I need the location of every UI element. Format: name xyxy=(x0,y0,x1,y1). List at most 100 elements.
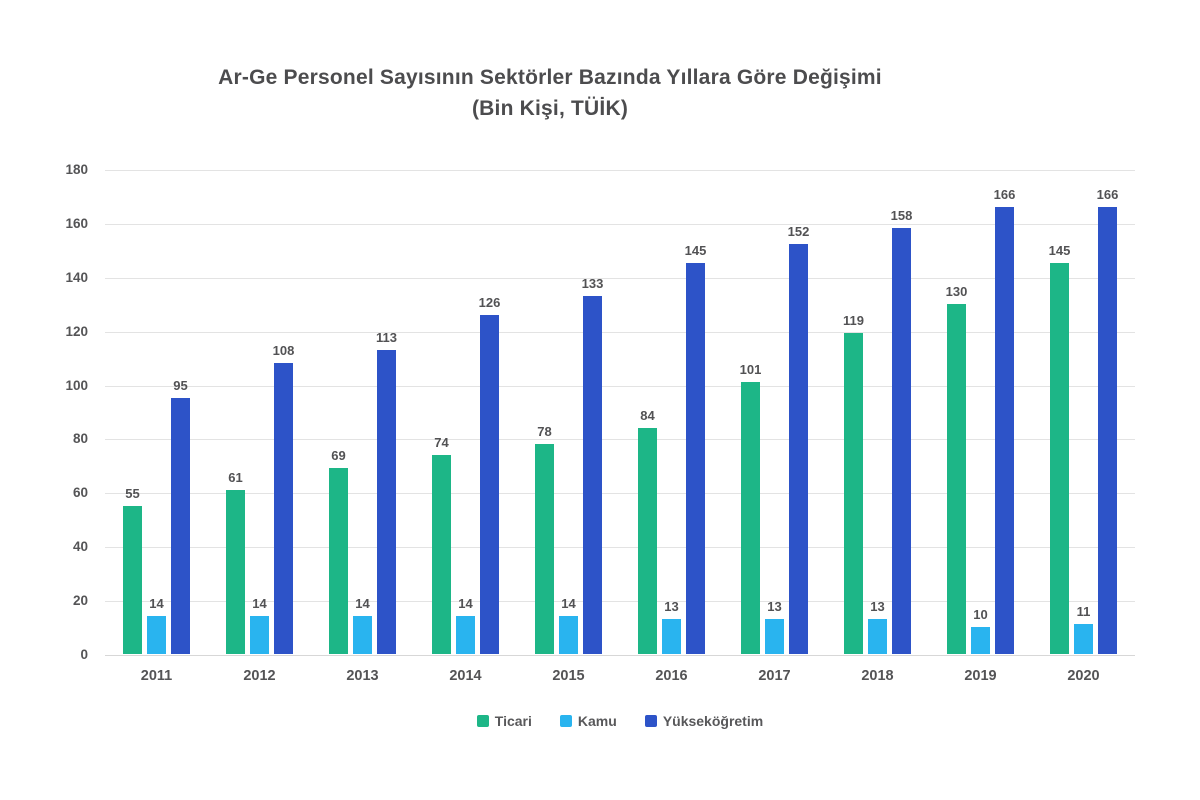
bar-kamu-2012 xyxy=(250,616,269,654)
x-tick-label-2011: 2011 xyxy=(140,668,173,684)
bar-value-ticari-2020: 145 xyxy=(1048,243,1071,259)
bar-ticari-2013 xyxy=(329,468,348,654)
bar-value-kamu-2019: 10 xyxy=(973,607,988,623)
bar-value-kamu-2018: 13 xyxy=(870,598,885,614)
y-tick-label-0: 0 xyxy=(80,647,88,662)
bar-value-kamu-2020: 11 xyxy=(1076,604,1091,620)
bar-value-kamu-2012: 14 xyxy=(252,596,267,612)
bar-value-kamu-2014: 14 xyxy=(458,596,473,612)
bar-kamu-2013 xyxy=(353,616,372,654)
bar-yükseköğretim-2018 xyxy=(892,228,911,654)
bar-kamu-2018 xyxy=(868,618,887,654)
y-tick-label-60: 60 xyxy=(72,485,88,501)
x-tick-label-2016: 2016 xyxy=(655,668,688,684)
x-tick-label-2018: 2018 xyxy=(861,668,894,684)
y-tick-label-20: 20 xyxy=(72,593,88,609)
bar-yükseköğretim-2015 xyxy=(583,295,602,654)
bar-value-yükseköğretim-2019: 166 xyxy=(993,186,1016,202)
chart-title-line1: Ar-Ge Personel Sayısının Sektörler Bazın… xyxy=(218,66,882,89)
legend-swatch-icon xyxy=(644,715,657,727)
gridline-0 xyxy=(105,655,1135,656)
bar-kamu-2016 xyxy=(662,618,681,654)
y-tick-label-160: 160 xyxy=(65,215,88,231)
bar-yükseköğretim-2017 xyxy=(789,244,808,654)
legend: Ticari Kamu Yükseköğretim xyxy=(105,713,1135,729)
bar-value-ticari-2012: 61 xyxy=(228,469,243,485)
x-tick-label-2020: 2020 xyxy=(1067,668,1100,684)
gridline-140 xyxy=(105,277,1135,279)
bar-ticari-2016 xyxy=(638,427,657,654)
bar-kamu-2020 xyxy=(1074,624,1093,654)
legend-swatch-icon xyxy=(559,715,572,727)
bar-value-kamu-2011: 14 xyxy=(149,596,164,612)
bar-value-yükseköğretim-2013: 113 xyxy=(376,329,397,345)
bar-value-kamu-2013: 14 xyxy=(355,596,370,612)
legend-item-kamu: Kamu xyxy=(559,713,617,729)
bar-ticari-2014 xyxy=(432,454,451,654)
bar-value-yükseköğretim-2014: 126 xyxy=(478,294,501,310)
bar-value-yükseköğretim-2020: 166 xyxy=(1096,186,1119,202)
legend-swatch-icon xyxy=(476,715,489,727)
bar-value-yükseköğretim-2015: 133 xyxy=(581,275,604,291)
gridline-160 xyxy=(105,223,1135,225)
bar-yükseköğretim-2011 xyxy=(171,398,190,654)
bar-value-ticari-2011: 55 xyxy=(125,485,140,501)
legend-item-ticari: Ticari xyxy=(476,713,532,729)
legend-label: Ticari xyxy=(494,713,532,729)
y-tick-label-140: 140 xyxy=(65,269,88,285)
bar-yükseköğretim-2020 xyxy=(1098,206,1117,654)
bar-value-kamu-2016: 13 xyxy=(664,598,679,614)
y-tick-label-100: 100 xyxy=(65,377,88,393)
gridline-100 xyxy=(105,385,1135,387)
bar-ticari-2017 xyxy=(741,381,760,654)
bar-kamu-2015 xyxy=(559,616,578,654)
bar-yükseköğretim-2019 xyxy=(995,206,1014,654)
bar-yükseköğretim-2014 xyxy=(480,314,499,654)
gridline-80 xyxy=(105,439,1135,441)
bar-ticari-2012 xyxy=(226,489,245,654)
bar-ticari-2018 xyxy=(844,333,863,654)
y-tick-label-180: 180 xyxy=(65,162,88,177)
gridline-20 xyxy=(105,601,1135,603)
x-tick-label-2014: 2014 xyxy=(449,668,482,684)
bar-value-ticari-2015: 78 xyxy=(537,423,552,439)
gridline-120 xyxy=(105,331,1135,333)
x-tick-label-2013: 2013 xyxy=(346,668,379,684)
x-tick-label-2012: 2012 xyxy=(243,668,276,684)
bar-value-yükseköğretim-2018: 158 xyxy=(890,208,913,224)
bar-yükseköğretim-2012 xyxy=(274,363,293,654)
bar-value-ticari-2014: 74 xyxy=(434,434,449,450)
bar-yükseköğretim-2013 xyxy=(377,349,396,654)
bar-value-kamu-2015: 14 xyxy=(561,596,576,612)
plot-area: 55 14 95 61 14 108 69 14 113 74 14 126 78 14 133 84 13 14… xyxy=(105,170,1135,656)
bar-ticari-2011 xyxy=(123,505,142,654)
legend-item-yükseköğretim: Yükseköğretim xyxy=(644,713,764,729)
x-tick-label-2017: 2017 xyxy=(758,668,791,684)
bar-value-ticari-2019: 130 xyxy=(945,283,968,299)
bar-value-yükseköğretim-2017: 152 xyxy=(787,224,810,240)
bar-value-yükseköğretim-2011: 95 xyxy=(173,378,188,394)
legend-label: Kamu xyxy=(577,713,617,729)
y-tick-label-40: 40 xyxy=(72,539,88,555)
bar-value-ticari-2018: 119 xyxy=(843,313,864,329)
gridline-40 xyxy=(105,547,1135,549)
gridline-60 xyxy=(105,493,1135,495)
bar-kamu-2019 xyxy=(971,627,990,654)
bar-kamu-2014 xyxy=(456,616,475,654)
x-tick-label-2019: 2019 xyxy=(964,668,997,684)
chart-title: Ar-Ge Personel Sayısının Sektörler Bazın… xyxy=(0,62,1100,124)
bar-value-kamu-2017: 13 xyxy=(767,598,782,614)
bar-value-ticari-2013: 69 xyxy=(331,448,346,464)
x-tick-label-2015: 2015 xyxy=(552,668,585,684)
bar-value-ticari-2016: 84 xyxy=(640,407,655,423)
bar-yükseköğretim-2016 xyxy=(686,263,705,654)
bar-value-ticari-2017: 101 xyxy=(739,361,762,377)
chart-title-line2: (Bin Kişi, TÜİK) xyxy=(471,97,629,120)
bar-value-yükseköğretim-2016: 145 xyxy=(684,243,707,259)
bar-value-yükseköğretim-2012: 108 xyxy=(272,343,295,358)
legend-label: Yükseköğretim xyxy=(662,713,764,729)
bar-kamu-2017 xyxy=(765,618,784,654)
bar-ticari-2020 xyxy=(1050,263,1069,654)
y-tick-label-80: 80 xyxy=(72,431,88,447)
